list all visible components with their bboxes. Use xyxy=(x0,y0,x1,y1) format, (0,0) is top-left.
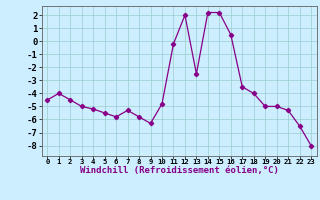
X-axis label: Windchill (Refroidissement éolien,°C): Windchill (Refroidissement éolien,°C) xyxy=(80,166,279,175)
